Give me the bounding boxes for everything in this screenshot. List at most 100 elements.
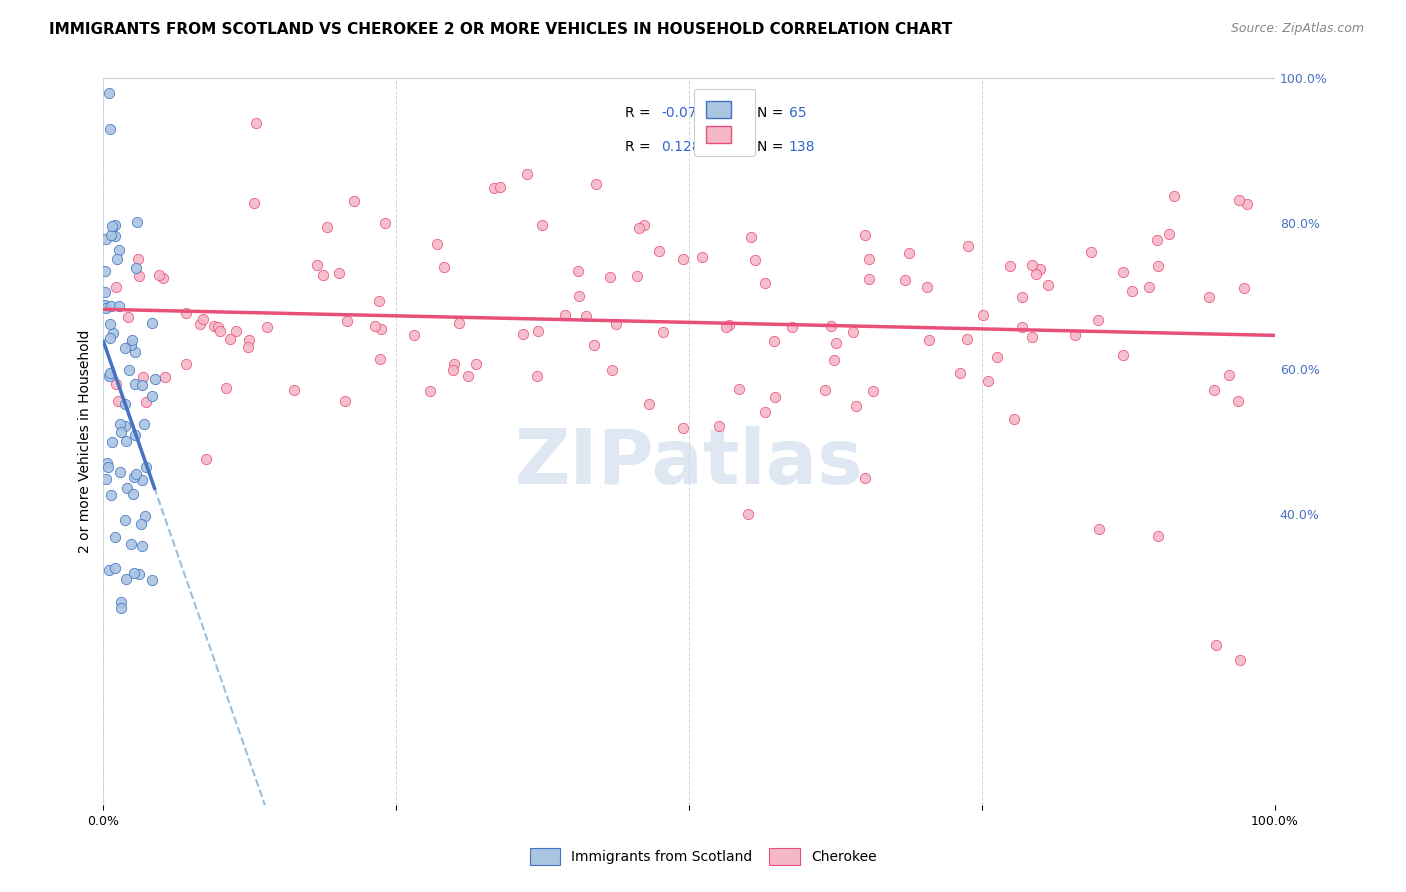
Point — [97, 86, 120, 100]
Point — [1121, 284, 1143, 298]
Point — [100, 228, 122, 243]
Point — [245, 116, 267, 130]
Point — [853, 228, 876, 243]
Point — [93, 264, 115, 278]
Point — [110, 425, 132, 439]
Point — [1080, 245, 1102, 260]
Point — [404, 328, 426, 343]
Point — [1229, 653, 1251, 667]
Point — [305, 258, 328, 272]
Point — [188, 317, 211, 331]
Point — [238, 333, 260, 347]
Point — [599, 270, 621, 285]
Point — [256, 320, 278, 334]
Point — [567, 264, 589, 278]
Point — [174, 357, 197, 371]
Point — [370, 322, 392, 336]
Point — [117, 310, 139, 324]
Point — [1029, 261, 1052, 276]
Text: N =: N = — [758, 140, 787, 154]
Point — [433, 260, 456, 274]
Text: 65: 65 — [789, 106, 807, 120]
Point — [1021, 258, 1043, 272]
Point — [97, 368, 120, 383]
Point — [131, 473, 153, 487]
Point — [128, 566, 150, 581]
Point — [737, 508, 759, 522]
Point — [575, 309, 598, 323]
Point — [128, 269, 150, 284]
Point — [104, 228, 127, 243]
Point — [1232, 281, 1254, 295]
Point — [131, 378, 153, 392]
Point — [672, 252, 695, 266]
Point — [343, 194, 366, 209]
Point — [141, 573, 163, 587]
Point — [125, 467, 148, 481]
Point — [824, 335, 846, 350]
Point — [845, 400, 868, 414]
Text: Source: ZipAtlas.com: Source: ZipAtlas.com — [1230, 22, 1364, 36]
Point — [1146, 529, 1168, 543]
Point — [135, 395, 157, 409]
Point — [1198, 290, 1220, 304]
Point — [114, 419, 136, 434]
Point — [998, 260, 1021, 274]
Point — [97, 460, 120, 475]
Point — [143, 372, 166, 386]
Point — [94, 301, 117, 315]
Point — [336, 314, 359, 328]
Point — [652, 325, 675, 339]
Point — [949, 366, 972, 380]
Point — [238, 340, 260, 354]
Point — [101, 435, 124, 450]
Point — [101, 219, 124, 233]
Point — [465, 357, 488, 371]
Point — [98, 366, 121, 380]
Point — [312, 268, 335, 282]
Text: ZIPatlas: ZIPatlas — [515, 426, 863, 500]
Point — [215, 381, 238, 395]
Point — [915, 279, 938, 293]
Point — [600, 362, 623, 376]
Point — [120, 338, 142, 352]
Point — [125, 260, 148, 275]
Point — [638, 397, 661, 411]
Point — [108, 417, 131, 432]
Point — [1021, 329, 1043, 343]
Point — [108, 243, 131, 257]
Point — [763, 334, 786, 348]
Point — [728, 382, 751, 396]
Point — [918, 333, 941, 347]
Point — [1112, 347, 1135, 361]
Point — [108, 465, 131, 479]
Point — [972, 308, 994, 322]
Point — [129, 516, 152, 531]
Point — [488, 180, 510, 194]
Point — [627, 221, 650, 235]
Point — [443, 357, 465, 371]
Point — [780, 319, 803, 334]
Point — [364, 318, 387, 333]
Point — [1147, 260, 1170, 274]
Point — [209, 324, 232, 338]
Point — [754, 276, 776, 290]
Point — [814, 383, 837, 397]
Text: 138: 138 — [789, 140, 815, 154]
Point — [527, 324, 550, 338]
Text: IMMIGRANTS FROM SCOTLAND VS CHEROKEE 2 OR MORE VEHICLES IN HOUSEHOLD CORRELATION: IMMIGRANTS FROM SCOTLAND VS CHEROKEE 2 O… — [49, 22, 952, 37]
Point — [174, 306, 197, 320]
Point — [115, 434, 138, 448]
Point — [107, 393, 129, 408]
Point — [114, 513, 136, 527]
Point — [93, 297, 115, 311]
Point — [101, 326, 124, 340]
Point — [114, 341, 136, 355]
Point — [225, 324, 247, 338]
Point — [582, 337, 605, 351]
Point — [707, 419, 730, 434]
Point — [1204, 383, 1226, 397]
Point — [218, 332, 240, 346]
Point — [893, 273, 915, 287]
Point — [633, 218, 655, 232]
